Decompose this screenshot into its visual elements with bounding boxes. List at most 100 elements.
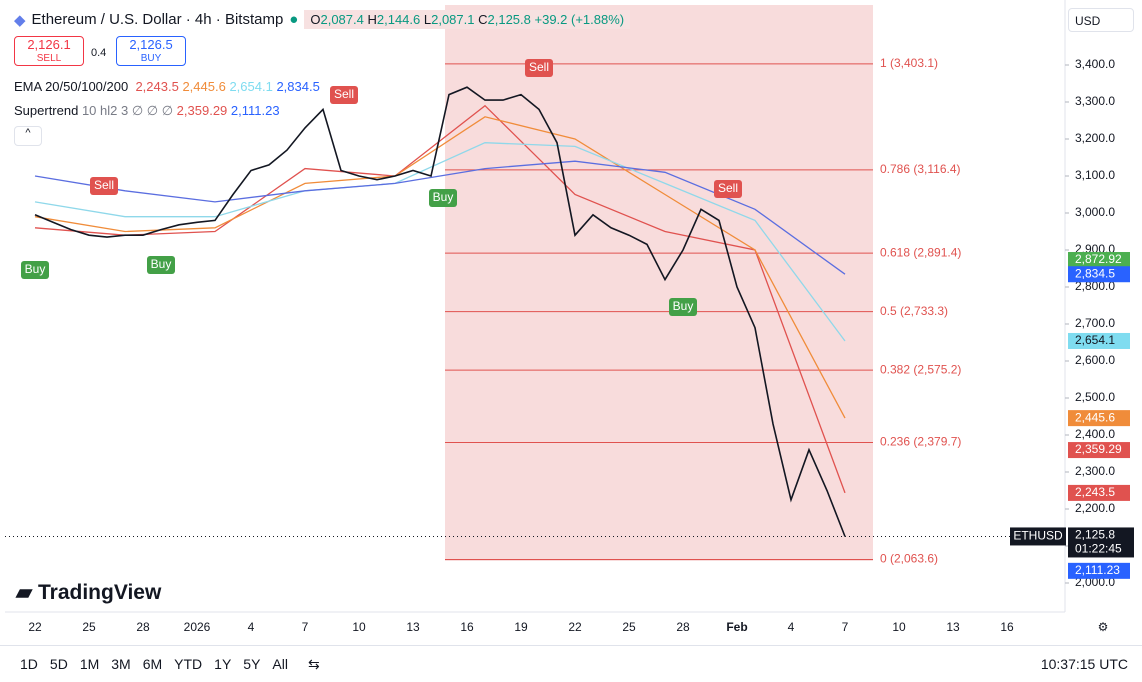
x-tick-label: 16: [1000, 620, 1014, 634]
st-down: 2,359.29: [176, 103, 228, 118]
clock: 10:37:15 UTC: [1040, 656, 1128, 672]
x-tick-label: 10: [352, 620, 366, 634]
signal-label: Buy: [25, 262, 46, 276]
price-badge: [1068, 442, 1130, 459]
y-tick-label: 3,100.0: [1075, 168, 1115, 182]
x-tick-label: 25: [622, 620, 636, 634]
price-badge-label: 2,359.29: [1075, 442, 1122, 456]
price-line: [34, 86, 846, 537]
ema-line: [34, 142, 846, 342]
fib-label: 0.236 (2,379.7): [880, 435, 961, 449]
ema20: 2,243.5: [135, 79, 179, 94]
y-tick-label: 2,300.0: [1075, 464, 1115, 478]
price-badge: [1068, 410, 1130, 427]
y-tick-label: 2,400.0: [1075, 427, 1115, 441]
signal-label: Sell: [529, 60, 549, 74]
signal-tag: [714, 180, 742, 198]
logo: ▰ TradingView: [16, 581, 162, 604]
fib-label: 0.786 (3,116.4): [880, 162, 961, 176]
y-tick-label: 3,200.0: [1075, 131, 1115, 145]
range-button[interactable]: YTD: [174, 656, 203, 672]
eth-icon: ◆: [14, 11, 26, 29]
collapse-button[interactable]: ^: [14, 126, 42, 146]
x-tick-label: 25: [82, 620, 96, 634]
x-tick-label: 4: [788, 620, 795, 634]
y-tick-label: 2,600.0: [1075, 353, 1115, 367]
sell-price: 2,126.1: [27, 37, 71, 52]
y-tick-label: 3,300.0: [1075, 94, 1115, 108]
last-badge: [1068, 527, 1134, 558]
ema200: 2,834.5: [276, 79, 320, 94]
range-button[interactable]: 3M: [111, 656, 131, 672]
fib-label: 0 (2,063.6): [880, 552, 938, 566]
x-tick-label: 13: [406, 620, 420, 634]
ema-line: [34, 116, 846, 419]
range-button[interactable]: 1M: [79, 656, 100, 672]
change: +39.2 (+1.88%): [534, 12, 625, 27]
price-badge: [1068, 266, 1130, 283]
price-badge-label: 2,111.23: [1075, 563, 1120, 577]
spread: 0.4: [91, 47, 107, 59]
sell-button[interactable]: 2,126.1 SELL: [14, 36, 84, 66]
fib-label: 0.618 (2,891.4): [880, 245, 961, 259]
range-button[interactable]: All: [272, 656, 288, 672]
x-tick-label: 16: [460, 620, 474, 634]
st-symbols: ∅ ∅ ∅: [131, 103, 174, 118]
symbol-label: ETHUSD: [1013, 529, 1063, 543]
signal-label: Buy: [673, 299, 694, 313]
signal-tag: [429, 189, 457, 207]
price-badge-label: 2,445.6: [1075, 410, 1115, 424]
price-badge-label: 2,872.92: [1075, 252, 1122, 266]
signal-tag: [90, 177, 118, 195]
buy-label: BUY: [140, 53, 162, 64]
supertrend-legend: Supertrend 10 hl2 3 ∅ ∅ ∅ 2,359.29 2,111…: [14, 103, 280, 119]
x-tick-label: 2026: [184, 620, 211, 634]
buy-button[interactable]: 2,126.5 BUY: [116, 36, 186, 66]
range-button[interactable]: 1D: [20, 656, 38, 672]
x-tick-label: 4: [248, 620, 255, 634]
x-tick-label: 7: [842, 620, 849, 634]
signal-tag: [525, 59, 553, 77]
price-badge-label: 2,243.5: [1075, 485, 1115, 499]
price-badge-label: 2,654.1: [1075, 333, 1115, 347]
status-dot: ●: [289, 11, 299, 28]
ema-line: [34, 160, 846, 275]
o-key: O: [310, 12, 321, 27]
price-badge-label: 2,834.5: [1075, 266, 1115, 280]
range-button[interactable]: 6M: [142, 656, 163, 672]
y-tick-label: 3,000.0: [1075, 205, 1115, 219]
fib-label: 0.382 (2,575.2): [880, 362, 961, 376]
st-params: 10 hl2 3: [81, 103, 129, 118]
range-button[interactable]: 5D: [49, 656, 68, 672]
price-badge: [1068, 252, 1130, 269]
symbol-tag: [1010, 527, 1066, 546]
currency[interactable]: USD: [1068, 8, 1134, 32]
fib-label: 1 (3,403.1): [880, 56, 938, 70]
sell-label: SELL: [36, 53, 62, 64]
ohlc: O2,087.4 H2,144.6 L2,087.1 C2,125.8 +39.…: [304, 10, 631, 29]
y-tick-label: 2,200.0: [1075, 501, 1115, 515]
chart: 2,000.02,100.02,200.02,300.02,400.02,500…: [5, 0, 1134, 634]
range-button[interactable]: 1Y: [214, 656, 232, 672]
ema-legend: EMA 20/50/100/200 2,243.5 2,445.6 2,654.…: [14, 79, 320, 94]
x-tick-label: 22: [28, 620, 42, 634]
h-key: H: [367, 12, 377, 27]
signal-tag: [147, 256, 175, 274]
countdown: 01:22:45: [1075, 542, 1122, 556]
fib-label: 0.5 (2,733.3): [880, 304, 948, 318]
x-tick-label: 10: [892, 620, 906, 634]
y-tick-label: 2,500.0: [1075, 390, 1115, 404]
x-tick-label: 28: [676, 620, 690, 634]
signal-tag: [330, 86, 358, 104]
x-tick-label: 7: [302, 620, 309, 634]
ema-line: [34, 104, 846, 494]
symbol-title: Ethereum / U.S. Dollar · 4h · Bitstamp: [31, 11, 284, 28]
price-badge: [1068, 562, 1130, 579]
range-button[interactable]: 5Y: [243, 656, 261, 672]
compare-icon[interactable]: ⇆: [307, 655, 320, 672]
signal-label: Sell: [334, 87, 354, 101]
signal-label: Buy: [433, 190, 454, 204]
st-name: Supertrend: [14, 103, 79, 118]
c: 2,125.8: [487, 12, 531, 27]
